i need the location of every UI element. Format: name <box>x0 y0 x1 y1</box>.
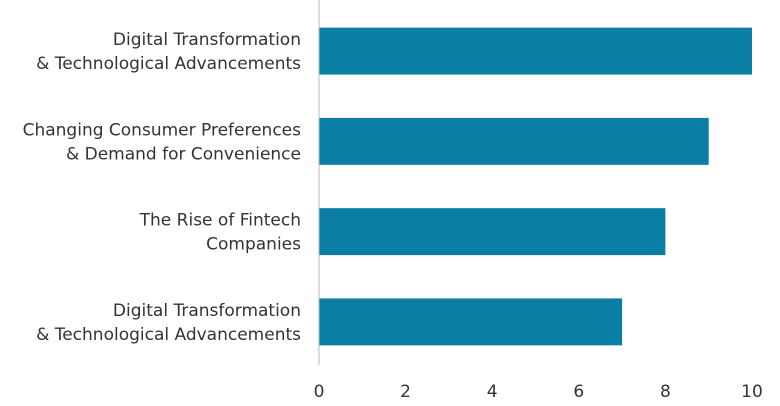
category-label-3-line-2: Companies <box>206 235 301 255</box>
category-label-4-line-2: & Technological Advancements <box>36 325 301 345</box>
x-tick-label-6: 6 <box>573 382 584 402</box>
x-tick-labels-group: 0 2 4 6 8 10 <box>314 382 763 402</box>
bar-4 <box>319 298 623 346</box>
category-label-2: Changing Consumer Preferences & Demand fo… <box>23 120 302 164</box>
category-label-1-line-2: & Technological Advancements <box>36 54 301 74</box>
bars-group <box>319 27 752 346</box>
category-labels-group: Digital Transformation & Technological Ad… <box>23 30 302 345</box>
category-label-3: The Rise of Fintech Companies <box>139 211 301 255</box>
category-label-1-line-1: Digital Transformation <box>113 30 301 50</box>
bar-3 <box>319 208 666 256</box>
x-tick-label-0: 0 <box>314 382 325 402</box>
category-label-3-line-1: The Rise of Fintech <box>139 211 301 231</box>
category-label-4: Digital Transformation & Technological Ad… <box>36 301 301 345</box>
x-tick-label-8: 8 <box>660 382 671 402</box>
category-label-2-line-1: Changing Consumer Preferences <box>23 120 302 140</box>
category-label-2-line-2: & Demand for Convenience <box>66 144 301 164</box>
bar-1 <box>319 27 752 75</box>
x-tick-label-10: 10 <box>741 382 763 402</box>
x-tick-label-2: 2 <box>400 382 411 402</box>
x-tick-label-4: 4 <box>487 382 498 402</box>
bar-2 <box>319 117 709 165</box>
category-label-1: Digital Transformation & Technological Ad… <box>36 30 301 74</box>
category-label-4-line-1: Digital Transformation <box>113 301 301 321</box>
